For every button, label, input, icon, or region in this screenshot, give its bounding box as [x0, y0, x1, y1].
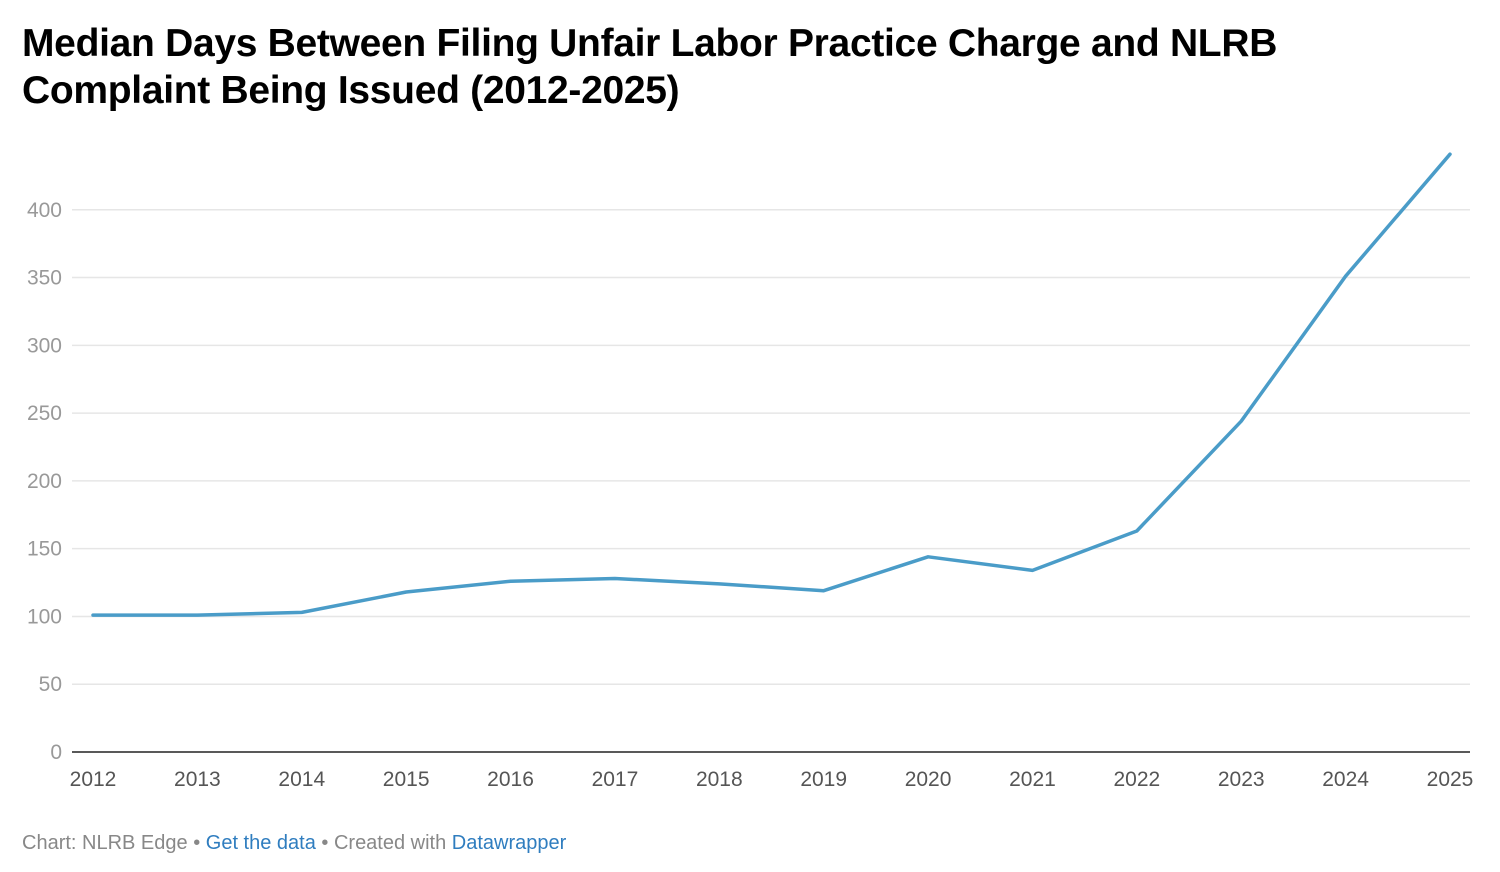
x-tick-label: 2022 [1113, 768, 1160, 791]
x-tick-label: 2019 [800, 768, 847, 791]
y-tick-label: 0 [50, 741, 62, 764]
x-axis: 2012 2013 2014 2015 2016 2017 2018 2019 2020 2021… [70, 768, 1474, 791]
x-tick-label: 2017 [592, 768, 639, 791]
y-tick-label: 350 [27, 267, 62, 290]
y-tick-label: 50 [39, 673, 62, 696]
x-tick-label: 2021 [1009, 768, 1056, 791]
x-tick-label: 2013 [174, 768, 221, 791]
x-tick-label: 2012 [70, 768, 117, 791]
get-the-data-link[interactable]: Get the data [205, 832, 316, 854]
series-line [91, 152, 1452, 617]
x-tick-label: 2016 [487, 768, 534, 791]
x-tick-label: 2020 [905, 768, 952, 791]
y-tick-label: 150 [27, 538, 62, 561]
footer-separator: • [187, 832, 206, 854]
y-tick-label: 400 [27, 199, 62, 222]
x-tick-label: 2014 [278, 768, 325, 791]
y-tick-label: 250 [27, 402, 62, 425]
x-tick-label: 2015 [383, 768, 430, 791]
x-tick-label: 2025 [1427, 768, 1474, 791]
gridlines [72, 209, 1470, 685]
y-tick-label: 100 [27, 605, 62, 628]
x-tick-label: 2018 [696, 768, 743, 791]
chart-title: Median Days Between Filing Unfair Labor … [22, 22, 1278, 112]
y-tick-label: 200 [27, 470, 62, 493]
x-tick-label: 2024 [1322, 768, 1369, 791]
source-credit: Chart: NLRB Edge [22, 832, 188, 854]
footer-created-with: • Created with [315, 832, 452, 854]
y-tick-label: 300 [27, 334, 62, 357]
datawrapper-link[interactable]: Datawrapper [451, 832, 567, 854]
chart-footer: Chart: NLRB Edge • Get the data • Create… [22, 832, 566, 855]
x-tick-label: 2023 [1218, 768, 1265, 791]
y-axis: 0 50 100 150 200 250 300 350 400 [27, 199, 62, 764]
